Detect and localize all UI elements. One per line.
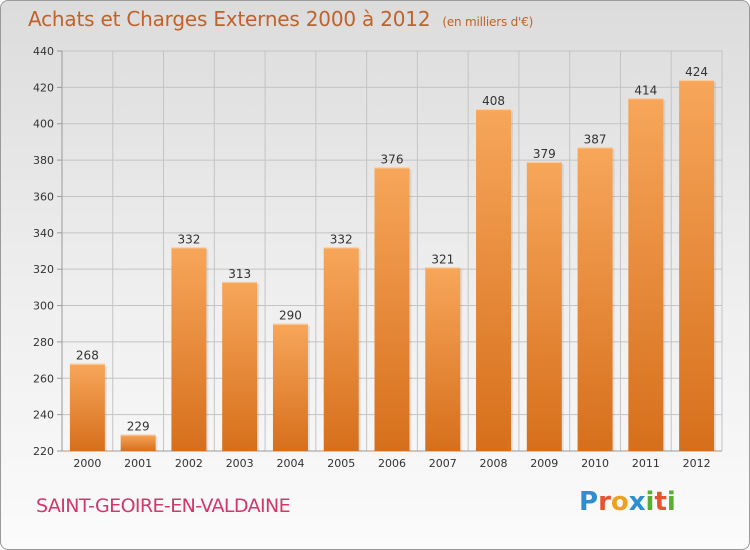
data-label-2002: 332 <box>177 232 200 246</box>
y-tick-label: 380 <box>33 154 54 167</box>
logo-letter: i <box>666 487 676 517</box>
bar-2010 <box>577 147 613 451</box>
x-tick-label: 2012 <box>683 457 711 470</box>
x-tick-label: 2008 <box>480 457 508 470</box>
x-tick-label: 2011 <box>632 457 660 470</box>
bar-2006 <box>374 167 410 451</box>
data-label-2004: 290 <box>279 309 302 323</box>
bar-2002 <box>171 247 207 451</box>
chart-unit: (en milliers d'€) <box>442 15 534 29</box>
bar-2004 <box>272 323 308 451</box>
y-tick-label: 260 <box>33 372 54 385</box>
bar-2000 <box>69 363 105 451</box>
chart-title-text: Achats et Charges Externes 2000 à 2012 <box>28 7 431 31</box>
y-tick-label: 400 <box>33 118 54 131</box>
bars-layer <box>69 80 717 451</box>
logo-letter: x <box>628 487 646 517</box>
bar-2009 <box>526 161 562 451</box>
y-tick-label: 220 <box>33 445 54 458</box>
y-tick-label: 420 <box>33 81 54 94</box>
bar-2005 <box>323 247 359 451</box>
data-label-2007: 321 <box>431 252 454 266</box>
bar-2007 <box>425 267 461 451</box>
bar-2012 <box>679 80 715 451</box>
data-label-2005: 332 <box>330 232 353 246</box>
y-tick-label: 320 <box>33 263 54 276</box>
data-label-2010: 387 <box>584 132 607 146</box>
x-tick-label: 2000 <box>73 457 101 470</box>
x-tick-label: 2005 <box>327 457 355 470</box>
bar-2003 <box>222 281 258 451</box>
chart-title: Achats et Charges Externes 2000 à 2012 (e… <box>28 7 533 31</box>
bar-2001 <box>120 434 156 451</box>
data-label-2001: 229 <box>127 420 150 434</box>
logo-letter: P <box>579 487 599 517</box>
x-tick-label: 2002 <box>175 457 203 470</box>
y-tick-label: 300 <box>33 300 54 313</box>
commune-name: SAINT-GEOIRE-EN-VALDAINE <box>36 495 291 517</box>
y-tick-label: 340 <box>33 227 54 240</box>
labels-layer: 220 240 260 280 300 320 340 360 380 400 420 440 268 2… <box>33 45 711 470</box>
x-tick-label: 2010 <box>581 457 609 470</box>
logo-letter: i <box>645 487 655 517</box>
bar-2011 <box>628 98 664 451</box>
data-label-2006: 376 <box>381 152 404 166</box>
logo-letter: t <box>654 487 667 517</box>
x-tick-label: 2003 <box>226 457 254 470</box>
x-tick-label: 2006 <box>378 457 406 470</box>
bar-2008 <box>476 109 512 451</box>
logo-letter: r <box>598 487 611 517</box>
data-label-2012: 424 <box>685 65 708 79</box>
y-tick-label: 280 <box>33 336 54 349</box>
y-tick-label: 240 <box>33 409 54 422</box>
data-label-2009: 379 <box>533 147 556 161</box>
x-tick-label: 2001 <box>124 457 152 470</box>
x-tick-label: 2007 <box>429 457 457 470</box>
proxiti-logo: Proxiti <box>579 487 676 517</box>
data-label-2003: 313 <box>228 267 251 281</box>
x-tick-label: 2009 <box>530 457 558 470</box>
data-label-2000: 268 <box>76 349 99 363</box>
y-tick-label: 440 <box>33 45 54 58</box>
data-label-2011: 414 <box>634 83 657 97</box>
logo-letter: o <box>610 487 629 517</box>
x-tick-label: 2004 <box>276 457 304 470</box>
y-tick-label: 360 <box>33 190 54 203</box>
data-label-2008: 408 <box>482 94 505 108</box>
